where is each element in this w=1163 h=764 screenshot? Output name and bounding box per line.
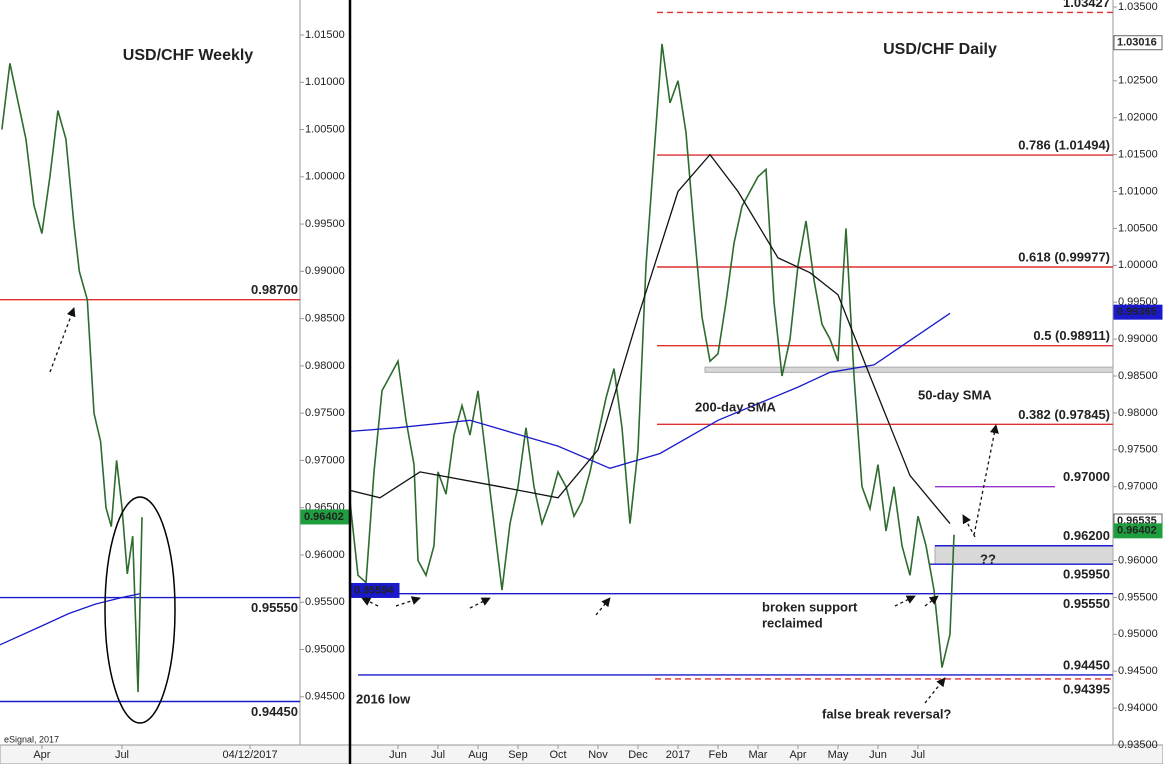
zone	[704, 366, 1114, 373]
level-label: 0.95950	[1063, 567, 1110, 582]
level-label: 0.96200	[1063, 528, 1110, 543]
series-label: 200-day SMA	[695, 399, 777, 414]
level-label: 0.94395	[1063, 681, 1110, 696]
y-tick-label: 0.99000	[1118, 333, 1158, 345]
x-axis-strip	[0, 744, 1163, 764]
x-tick-label: Apr	[33, 749, 50, 761]
price-tag-label: 0.95594	[354, 584, 395, 596]
sma-line	[0, 593, 141, 646]
annotation: ??	[980, 551, 996, 566]
price-tag-label: 1.03016	[1117, 37, 1157, 49]
x-tick-label: Jun	[389, 749, 407, 761]
level-label: 0.382 (0.97845)	[1018, 407, 1110, 422]
level-label: 0.618 (0.99977)	[1018, 249, 1110, 264]
x-tick-label: Nov	[588, 749, 608, 761]
sma-line	[349, 312, 951, 469]
y-tick-label: 1.02500	[1118, 75, 1158, 87]
price-tag-label: 0.96402	[1117, 525, 1157, 537]
level-label: 0.5 (0.98911)	[1033, 328, 1110, 343]
annotation: 2016 low	[356, 691, 411, 706]
zone	[934, 545, 1114, 565]
series-label: 50-day SMA	[918, 387, 992, 402]
x-tick-label: 04/12/2017	[223, 749, 278, 761]
x-tick-label: 2017	[666, 749, 690, 761]
level-label: 1.03427	[1063, 0, 1110, 10]
x-tick-label: Oct	[549, 749, 566, 761]
y-tick-label: 0.97500	[1118, 444, 1158, 456]
x-tick-label: Dec	[628, 749, 648, 761]
x-tick-label: Jun	[869, 749, 887, 761]
y-tick-label: 0.94500	[305, 691, 345, 703]
y-tick-label: 0.96500	[305, 502, 345, 514]
price-tag-label: 0.96402	[304, 511, 344, 523]
x-tick-label: Sep	[508, 749, 528, 761]
y-tick-label: 0.95500	[305, 596, 345, 608]
highlight-ellipse	[104, 496, 176, 724]
y-tick-label: 0.96000	[305, 549, 345, 561]
x-tick-label: Feb	[709, 749, 728, 761]
y-tick-label: 0.95500	[1118, 591, 1158, 603]
level-label: 0.95550	[1063, 596, 1110, 611]
y-tick-label: 0.94500	[1118, 665, 1158, 677]
price-line	[349, 43, 955, 668]
y-tick-label: 1.03500	[1118, 1, 1158, 13]
y-tick-label: 1.01500	[305, 29, 345, 41]
x-tick-label: May	[828, 749, 849, 761]
y-tick-label: 1.02000	[1118, 112, 1158, 124]
level-label: 0.94450	[251, 704, 298, 719]
daily-panel: 1.035001.030001.025001.020001.015001.010…	[349, 0, 1163, 761]
y-tick-label: 1.00000	[305, 171, 345, 183]
price-tag	[1113, 523, 1163, 539]
chart-title: USD/CHF Daily	[883, 41, 997, 58]
y-tick-label: 0.97500	[305, 407, 345, 419]
x-tick-label: Mar	[749, 749, 768, 761]
level-label: 0.98700	[251, 282, 298, 297]
y-tick-label: 0.94000	[1118, 702, 1158, 714]
x-tick-label: Aug	[468, 749, 488, 761]
y-tick-label: 0.95000	[1118, 628, 1158, 640]
chart-title: USD/CHF Weekly	[123, 47, 254, 64]
annotation: false break reversal?	[822, 706, 951, 721]
annotation: eSignal, 2017	[4, 734, 59, 744]
arrows	[49, 307, 999, 704]
y-tick-label: 0.98500	[1118, 370, 1158, 382]
y-tick-label: 1.00000	[1118, 259, 1158, 271]
y-tick-label: 1.01000	[1118, 185, 1158, 197]
level-label: 0.786 (1.01494)	[1018, 137, 1110, 152]
y-tick-label: 0.97000	[305, 454, 345, 466]
x-tick-label: Apr	[789, 749, 806, 761]
y-tick-label: 0.98000	[305, 360, 345, 372]
y-tick-label: 0.98000	[1118, 407, 1158, 419]
y-tick-label: 0.99500	[305, 218, 345, 230]
level-label: 0.94450	[1063, 657, 1110, 672]
price-line	[1, 63, 143, 693]
y-tick-label: 1.00500	[305, 123, 345, 135]
annotation: reclaimed	[762, 615, 823, 630]
x-tick-label: Jul	[431, 749, 445, 761]
price-tag	[1113, 35, 1163, 51]
price-tag-label: 0.99365	[1117, 306, 1157, 318]
annotation: broken support	[762, 599, 858, 614]
x-tick-label: Jul	[911, 749, 925, 761]
y-tick-label: 0.95000	[305, 643, 345, 655]
y-tick-label: 0.98500	[305, 313, 345, 325]
weekly-panel: 1.01500 1.01000 1.00500 1.00000 0.99500 0.990…	[0, 29, 350, 761]
y-tick-label: 0.99000	[305, 265, 345, 277]
price-tag	[1113, 304, 1163, 320]
y-tick-label: 1.01500	[1118, 149, 1158, 161]
y-tick-label: 1.00500	[1118, 222, 1158, 234]
sma-line	[349, 153, 951, 525]
y-tick-label: 0.96000	[1118, 554, 1158, 566]
level-label: 0.97000	[1063, 469, 1110, 484]
y-tick-label: 1.01000	[305, 76, 345, 88]
x-tick-label: Jul	[115, 749, 129, 761]
y-tick-label: 0.97000	[1118, 481, 1158, 493]
level-label: 0.95550	[251, 600, 298, 615]
y-tick-label: 0.93500	[1118, 739, 1158, 751]
